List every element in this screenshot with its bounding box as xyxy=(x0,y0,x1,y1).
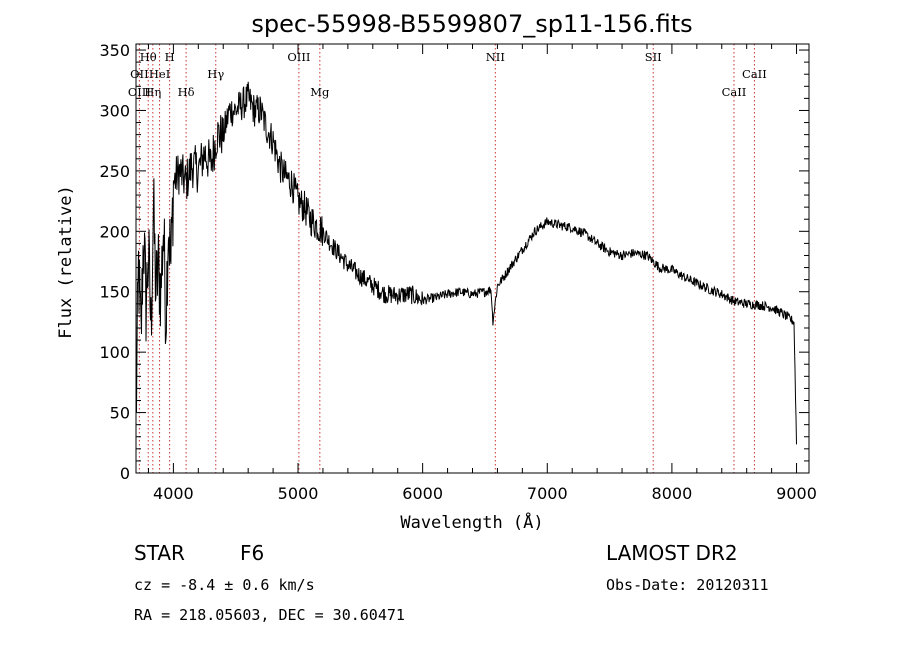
spectral-line-label: OIII xyxy=(287,50,310,64)
spectral-line-label: Hδ xyxy=(178,85,195,99)
x-tick-label: 6000 xyxy=(402,484,443,503)
obs-date: Obs-Date: 20120311 xyxy=(606,576,769,594)
spectral-line-label: Hθ xyxy=(140,50,157,64)
y-tick-label: 50 xyxy=(110,404,130,423)
spectral-line-label: NII xyxy=(486,50,505,64)
object-subclass: F6 xyxy=(240,541,264,565)
y-tick-label: 100 xyxy=(99,343,130,362)
spectral-line-label: SII xyxy=(645,50,662,64)
y-tick-label: 250 xyxy=(99,162,130,181)
spectral-line-markers xyxy=(138,44,755,473)
spectral-line-label: Hη xyxy=(144,85,161,99)
survey-name: LAMOST DR2 xyxy=(606,541,738,565)
spectrum-series-line xyxy=(135,81,797,445)
spectral-line-label: HeI xyxy=(149,67,170,81)
spectral-line-label: CaII xyxy=(742,67,767,81)
y-tick-label: 200 xyxy=(99,222,130,241)
x-tick-label: 8000 xyxy=(652,484,693,503)
redshift-text: cz = -8.4 ± 0.6 km/s xyxy=(134,576,315,594)
plot-frame xyxy=(135,43,810,474)
spectral-line-label: Hγ xyxy=(207,67,224,81)
spectral-line-label: CaII xyxy=(722,85,747,99)
x-tick-label: 9000 xyxy=(776,484,817,503)
x-tick-label: 5000 xyxy=(278,484,319,503)
y-tick-label: 150 xyxy=(99,283,130,302)
y-axis-ticks: 0 50 100 150 200 250 300 350 xyxy=(99,41,809,483)
spectral-line-label: OIII xyxy=(128,85,151,99)
y-tick-label: 350 xyxy=(99,41,130,60)
y-tick-label: 0 xyxy=(120,464,130,483)
x-tick-label: 4000 xyxy=(153,484,194,503)
y-tick-label: 300 xyxy=(99,101,130,120)
coordinates-text: RA = 218.05603, DEC = 30.60471 xyxy=(134,606,405,624)
spectral-line-label: Mg xyxy=(310,85,330,99)
x-axis-ticks: 4000 5000 6000 7000 8000 9000 xyxy=(147,44,817,503)
x-axis-label: Wavelength (Å) xyxy=(400,511,543,533)
spectral-line-label: H xyxy=(165,50,175,64)
x-tick-label: 7000 xyxy=(527,484,568,503)
y-axis-label: Flux (relative) xyxy=(56,185,76,339)
object-class: STAR xyxy=(134,541,185,565)
chart-title: spec-55998-B5599807_sp11-156.fits xyxy=(251,10,692,38)
